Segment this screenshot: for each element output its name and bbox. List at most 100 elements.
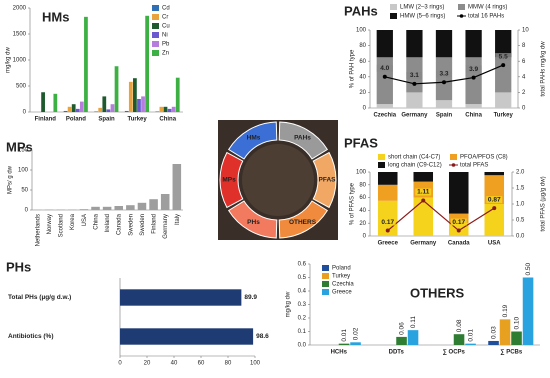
- x-tick-label: Greece: [378, 241, 399, 247]
- diagram-label: OTHERS: [289, 219, 317, 226]
- line-marker: [442, 80, 446, 85]
- tick-label: 8: [522, 43, 526, 49]
- x-tick-label: 100: [250, 361, 261, 367]
- tick-label: 1500: [13, 32, 27, 38]
- data-label: 0.03: [491, 326, 498, 339]
- tick-label: 1.5: [516, 186, 525, 192]
- soil-photo: [242, 144, 314, 216]
- line-marker: [412, 81, 417, 86]
- y-tick-label: Total PHs (µg/g d.w.): [8, 294, 71, 301]
- data-label: 0.11: [410, 316, 417, 329]
- tick-label: 0: [363, 106, 367, 112]
- bar: [41, 92, 45, 112]
- diagram-label: MPs: [222, 177, 236, 184]
- data-label: 0.01: [341, 329, 348, 342]
- x-tick-label: Finland: [152, 214, 158, 234]
- bar: [160, 194, 170, 210]
- data-label-bg: [436, 70, 452, 78]
- legend-swatch: [378, 162, 385, 168]
- diagram-segment: [219, 151, 244, 209]
- bar: [171, 106, 176, 112]
- tick-label: 6: [522, 59, 526, 65]
- x-tick-label: China: [93, 213, 99, 229]
- y-axis-label: % of PAH type: [350, 49, 356, 88]
- bar-segment: [495, 92, 512, 108]
- bar: [79, 209, 89, 210]
- tick-label: 100: [356, 28, 367, 34]
- diagram-label: PAHs: [294, 134, 311, 141]
- bar: [155, 111, 160, 112]
- bar: [114, 206, 124, 210]
- data-label: 0.87: [488, 196, 501, 203]
- legend-swatch: [450, 154, 457, 160]
- bar: [114, 66, 119, 112]
- x-tick-label: Spain: [436, 113, 453, 119]
- legend-label: Turkey: [332, 274, 350, 280]
- legend-label: Cd: [162, 6, 170, 12]
- y-axis-label: % of PFAS type: [350, 182, 356, 225]
- tick-label: 0: [23, 110, 27, 116]
- bar: [338, 343, 350, 345]
- legend-swatch: [390, 13, 397, 19]
- tick-label: 0.6: [298, 262, 307, 268]
- tick-label: 1000: [13, 58, 27, 64]
- tick-label: 0.5: [298, 275, 307, 281]
- bar: [120, 328, 254, 345]
- data-label-bg: [486, 196, 503, 204]
- legend-label: total PFAS: [460, 163, 488, 169]
- bar-segment: [465, 104, 482, 108]
- data-label: 4.0: [380, 65, 389, 72]
- tick-label: 100: [356, 170, 367, 176]
- bar: [511, 331, 522, 345]
- tick-label: 0.4: [298, 289, 307, 295]
- tick-label: 40: [359, 74, 366, 80]
- tick-label: 0.2: [298, 316, 307, 322]
- legend-swatch: [152, 23, 159, 29]
- x-tick-label: Canada: [117, 213, 123, 235]
- tick-label: 0.3: [298, 302, 307, 308]
- tick-label: 60: [359, 59, 366, 65]
- legend-label: Pb: [162, 42, 170, 48]
- bar: [350, 342, 361, 345]
- tick-label: 1.0: [516, 202, 525, 208]
- tick-label: 0.5: [516, 218, 525, 224]
- bar-segment: [406, 30, 423, 58]
- data-label: 0.10: [514, 316, 521, 329]
- y-axis-label: MPs/ g dw: [8, 165, 14, 194]
- y2-axis-label: total PFAS (µg/g dw): [541, 176, 547, 231]
- tick-label: 0: [522, 106, 526, 112]
- bar: [137, 99, 141, 112]
- line: [387, 199, 495, 232]
- bar: [167, 108, 172, 112]
- data-label: 5.5: [499, 53, 508, 60]
- chart-title: PFAS: [344, 135, 378, 150]
- data-label: 3.3: [439, 70, 448, 77]
- y2-axis-label: total PAHs mg/kg dw: [541, 41, 547, 97]
- bar: [163, 106, 168, 112]
- bar: [141, 96, 145, 112]
- tick-label: 0: [363, 234, 367, 240]
- bar-segment: [465, 57, 482, 105]
- diagram-label: PFAS: [319, 177, 337, 184]
- bar: [124, 110, 129, 112]
- diagram-segment: [312, 151, 337, 209]
- x-tick-label: 20: [144, 361, 151, 367]
- legend-swatch: [378, 154, 385, 160]
- data-label: 0.17: [381, 219, 394, 226]
- legend-label: long chain (C9-C12): [388, 163, 442, 169]
- data-label: 98.6: [256, 333, 269, 340]
- data-label: 0.19: [502, 304, 509, 317]
- bar-segment: [448, 213, 469, 224]
- legend-label: Czechia: [332, 282, 354, 288]
- data-label: 0.01: [468, 329, 475, 342]
- tick-label: 500: [16, 84, 27, 90]
- legend-label: HMW (5–6 rings): [400, 14, 445, 20]
- bar: [522, 277, 534, 345]
- diagram-segment: [278, 200, 329, 239]
- diagram-segment: [227, 200, 278, 239]
- legend-label: Cu: [162, 24, 170, 30]
- bar-segment: [413, 197, 434, 236]
- line-marker: [492, 206, 497, 211]
- tick-label: 60: [359, 195, 366, 201]
- x-tick-label: Sweden: [140, 214, 146, 236]
